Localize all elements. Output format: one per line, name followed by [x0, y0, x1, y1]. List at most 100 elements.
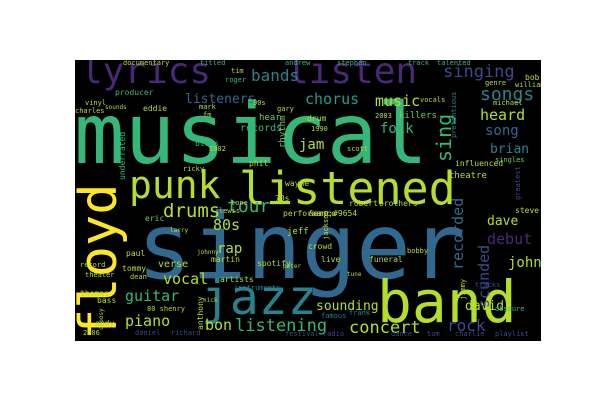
- word-tom: tom: [427, 330, 440, 338]
- word-records: records: [240, 123, 283, 134]
- word-playlist: playlist: [495, 330, 529, 338]
- word-punk: punk: [129, 163, 221, 207]
- word-william: william: [515, 81, 541, 89]
- word-listening: listening: [235, 316, 328, 336]
- word-performance: performance: [283, 209, 336, 218]
- word-cloud: musical singer band listened punk jazz f…: [75, 60, 541, 341]
- word-vinyl: vinyl: [85, 99, 107, 107]
- word-nick: nick: [203, 297, 218, 304]
- word-lyrics: lyrics: [81, 60, 212, 92]
- word-jam: jam: [299, 137, 325, 153]
- word-drum: drum: [307, 114, 327, 123]
- word-underrated: underrated: [118, 131, 127, 180]
- word-thomas: thomas: [80, 289, 109, 298]
- word-scunded: scunded: [475, 244, 493, 308]
- word-sounding: sounding: [316, 299, 379, 314]
- word-1990: 1990: [311, 125, 328, 133]
- word-2002: 2002: [209, 145, 226, 153]
- word-greatest: greatest: [514, 166, 522, 200]
- word-vocals: vocals: [420, 96, 446, 104]
- word-choosy: choosy: [98, 308, 105, 330]
- word-martin: martin: [211, 255, 240, 264]
- word-titled: titled: [200, 60, 226, 67]
- word-song: song: [485, 123, 519, 139]
- word-paul: paul: [126, 249, 146, 258]
- word-stephen: stephen: [337, 60, 367, 67]
- word-bobby: bobby: [407, 247, 429, 255]
- word-piano: piano: [125, 312, 171, 330]
- word-record: record: [80, 261, 106, 269]
- word-artists: artists: [220, 275, 254, 284]
- word-live: live: [321, 255, 341, 264]
- word-theatre: theatre: [449, 171, 487, 181]
- word-folk: folk: [380, 121, 414, 137]
- word-rock: rock: [447, 316, 486, 335]
- word-dave: dave: [487, 214, 519, 229]
- word-bon: bon: [205, 316, 233, 334]
- word-fm: fm: [203, 111, 212, 119]
- word-talented: talented: [437, 60, 471, 67]
- word-eddie: eddie: [143, 104, 168, 113]
- word-larry: larry: [170, 227, 189, 234]
- word-charles: charles: [75, 107, 105, 115]
- word-spotify: spotify: [257, 259, 291, 268]
- word-gary: gary: [277, 105, 294, 113]
- word-scott: scott: [347, 145, 369, 153]
- word-jimmy: jimmy: [459, 278, 467, 300]
- word-recorded: recorded: [449, 197, 467, 270]
- word-brian: brian: [490, 142, 530, 157]
- word-concert: concert: [349, 318, 421, 338]
- word-dance: dance: [391, 330, 413, 338]
- word-tim: tim: [231, 67, 244, 75]
- word-tune: tune: [347, 271, 362, 278]
- word-debut: debut: [487, 230, 533, 248]
- word-crowd: crowd: [308, 242, 333, 251]
- word-tour: tour: [227, 196, 271, 217]
- word-johnny: johnny: [197, 249, 219, 256]
- word-musical: musical: [75, 85, 429, 183]
- word-obscure: obscure: [495, 305, 525, 313]
- word-music: music: [375, 92, 421, 110]
- word-amp-9654: &amp;#9654: [309, 209, 358, 218]
- word-2006: 2006: [83, 329, 100, 337]
- word-richard: richard: [171, 329, 201, 337]
- word-vocal: vocal: [163, 270, 209, 288]
- word-chorus: chorus: [305, 90, 360, 108]
- word-andy: andy: [95, 319, 115, 328]
- word-listeners: listeners: [185, 92, 256, 107]
- word-eric: eric: [145, 214, 165, 223]
- word-funeral: funeral: [369, 255, 403, 264]
- word-singles: singles: [495, 156, 525, 164]
- word-wayne: wayne: [285, 179, 310, 188]
- word-80-shenry: 80 shenry: [147, 305, 185, 313]
- word-listen: listen: [287, 60, 418, 92]
- word-sounds: sounds: [105, 104, 127, 111]
- word-daniel: daniel: [135, 329, 161, 337]
- word-genre: genre: [485, 79, 507, 87]
- word-tone: tone: [231, 199, 248, 207]
- word-bass: bass: [97, 296, 117, 305]
- word-heard: heard: [480, 106, 526, 124]
- word-hear: hear: [259, 113, 281, 123]
- word-instruments: instruments: [234, 284, 281, 292]
- word-radio: radio: [323, 330, 345, 338]
- word-charlie: charlie: [455, 330, 485, 338]
- word-theater: theater: [85, 271, 115, 279]
- word-track: track: [408, 60, 430, 67]
- word-influenced: influenced: [455, 159, 504, 168]
- word-ricky: ricky: [183, 165, 205, 173]
- word-lewis: lewis: [219, 207, 241, 215]
- word-70s: 70s: [275, 194, 290, 203]
- word-songs: songs: [480, 84, 535, 105]
- word-blues: blues: [195, 139, 220, 148]
- word-mark: mark: [199, 103, 216, 111]
- word-tommy: tommy: [122, 264, 147, 273]
- word-jeff: jeff: [287, 227, 309, 237]
- word-jazz: jazz: [201, 270, 317, 326]
- word-drums: drums: [163, 200, 221, 222]
- word-guitar: guitar: [125, 287, 180, 305]
- word-90s: 90s: [253, 99, 266, 107]
- word-killers: killers: [399, 111, 437, 121]
- word-peter: peter: [283, 263, 302, 270]
- word-david: david: [465, 299, 505, 314]
